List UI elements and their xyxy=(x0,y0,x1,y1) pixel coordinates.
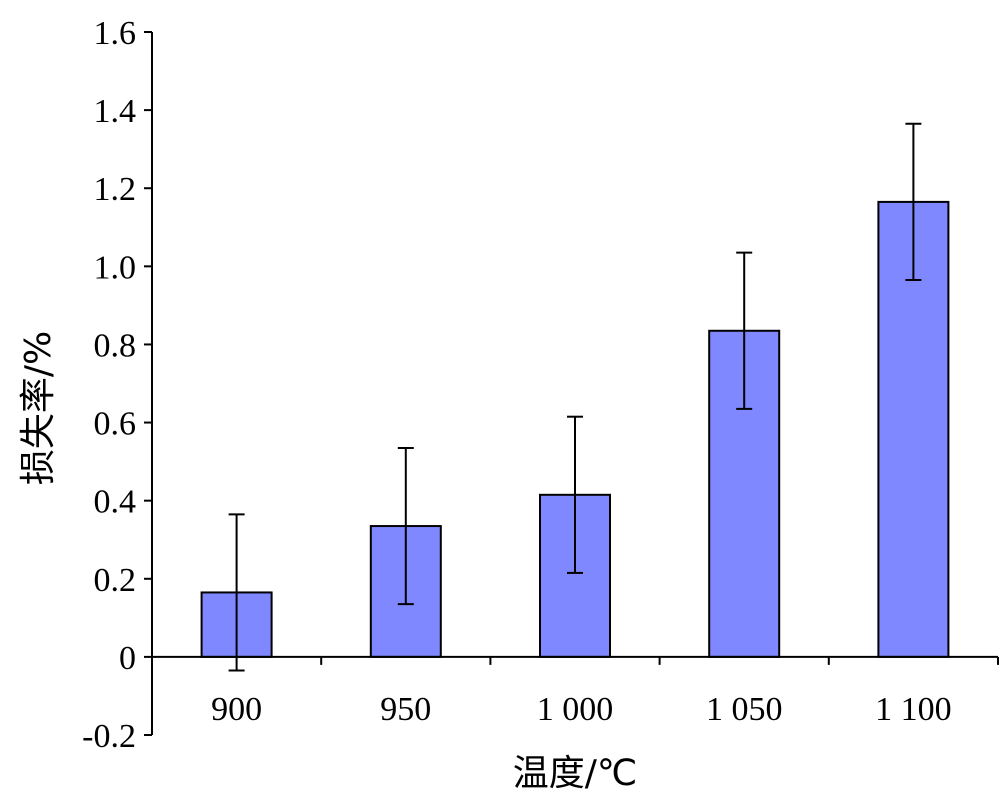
y-tick-label: -0.2 xyxy=(82,718,136,755)
error-bars-layer xyxy=(228,122,922,672)
axes-layer xyxy=(151,32,998,735)
labels-layer: -0.2 0 0.2 0.4 0.6 0.8 1.0 1.2 1.4 1.6 900 950 1 000… xyxy=(82,15,951,755)
y-tick-label: 0 xyxy=(119,640,136,677)
y-tick-label: 0.8 xyxy=(94,327,137,364)
y-tick-label: 0.6 xyxy=(94,406,137,443)
x-tick-label: 1 050 xyxy=(706,691,783,728)
x-axis-title: 温度/℃ xyxy=(513,753,638,794)
y-tick-label: 1.4 xyxy=(94,93,137,130)
y-tick-label: 1.2 xyxy=(94,171,137,208)
y-tick-label: 0.4 xyxy=(94,484,137,521)
y-tick-label: 1.6 xyxy=(94,15,137,52)
y-tick-label: 0.2 xyxy=(94,562,137,599)
x-tick-label: 1 100 xyxy=(875,691,952,728)
ticks-layer xyxy=(144,31,999,736)
y-axis-title: 损失率/% xyxy=(18,331,59,485)
x-tick-label: 1 000 xyxy=(537,691,614,728)
y-tick-label: 1.0 xyxy=(94,249,137,286)
x-tick-label: 900 xyxy=(211,691,262,728)
bar xyxy=(708,329,781,658)
x-tick-label: 950 xyxy=(380,691,431,728)
